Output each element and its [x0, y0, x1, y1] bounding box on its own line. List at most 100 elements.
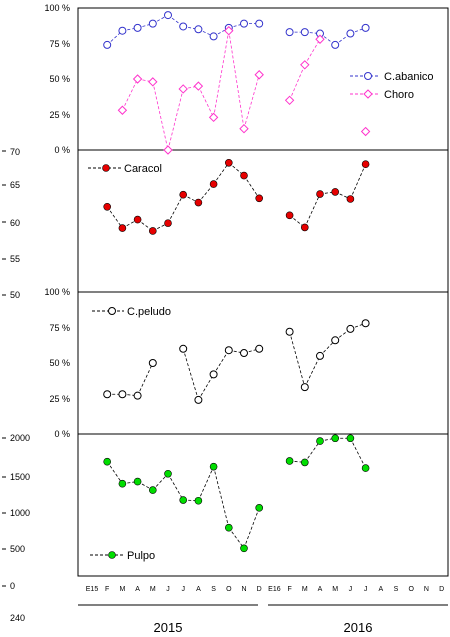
legend-marker-caracol [102, 164, 110, 172]
data-point-c-peludo [118, 390, 127, 399]
series-line-segment [213, 466, 230, 528]
series-line-segment [167, 473, 184, 501]
data-point-c-abanico [240, 19, 248, 28]
y-tick-label: 1000 [10, 508, 30, 518]
data-point-pulpo [164, 469, 172, 478]
x-tick-label: N [424, 586, 429, 593]
legend-marker-choro [363, 89, 373, 99]
legend-label-choro: Choro [384, 89, 414, 101]
year-label-2016: 2016 [344, 620, 373, 635]
series-c-peludo [103, 319, 370, 404]
series-pulpo [103, 434, 370, 553]
data-point-c-peludo [209, 370, 218, 379]
series-line-segment [198, 466, 214, 501]
y-tick-label: 240 [10, 613, 25, 623]
series-line-segment [213, 162, 230, 185]
series-layer [103, 11, 371, 553]
data-point-c-peludo [300, 383, 309, 392]
series-line-segment [137, 362, 154, 396]
x-tick-label: J [166, 586, 170, 593]
data-point-c-peludo [224, 346, 233, 355]
legend-caracol: Caracol [88, 163, 162, 175]
data-point-c-peludo [316, 351, 324, 360]
series-line-segment [350, 438, 366, 469]
data-point-c-abanico [209, 32, 218, 41]
data-point-caracol [118, 224, 127, 232]
legend-label-cabanico: C.abanico [384, 71, 434, 83]
x-tick-label: M [119, 586, 125, 593]
data-point-pulpo [285, 457, 294, 465]
x-tick-label: S [394, 586, 399, 593]
y-ticks-caracol: 70 65 60 55 50 [10, 147, 20, 300]
y-tick-label: 25 % [49, 394, 70, 404]
series-line-segment [213, 30, 230, 118]
data-point-pulpo [300, 458, 309, 467]
series-line-segment [289, 64, 306, 101]
data-point-c-peludo [331, 336, 340, 345]
data-point-caracol [255, 194, 264, 203]
legend-marker-pulpo [108, 551, 116, 559]
y-ticks-top: 100 % 75 % 50 % 25 % 0 % [44, 3, 70, 155]
series-line-segment [243, 507, 260, 549]
data-point-c-abanico [346, 29, 355, 38]
x-tick-label: M [302, 586, 308, 593]
series-caracol [103, 158, 370, 235]
series-line-segment [304, 440, 321, 463]
data-point-choro [284, 95, 295, 106]
x-tick-label: O [408, 586, 414, 593]
data-point-caracol [209, 180, 218, 188]
year-label-2015: 2015 [154, 620, 183, 635]
data-point-choro [315, 34, 325, 44]
data-point-pulpo [194, 496, 203, 505]
y-tick-label: 25 % [49, 110, 70, 120]
data-point-pulpo [346, 434, 355, 443]
data-point-c-peludo [346, 324, 355, 333]
series-line-segment [106, 206, 123, 229]
data-point-caracol [225, 158, 233, 167]
series-line-segment [152, 473, 169, 491]
series-line-segment [213, 350, 230, 375]
data-point-c-peludo [255, 344, 264, 353]
data-point-choro [254, 70, 264, 80]
series-line-segment [198, 183, 214, 203]
data-point-caracol [316, 190, 324, 198]
series-line-segment [167, 194, 184, 224]
series-line-segment [289, 331, 306, 388]
data-point-c-peludo [103, 390, 112, 399]
x-tick-label: J [181, 586, 185, 593]
series-line-segment [198, 85, 214, 118]
data-point-c-peludo [148, 359, 157, 367]
x-tick-label: S [211, 586, 216, 593]
y-ticks-pulpo: 2000 1500 1000 500 0 240 [10, 433, 30, 623]
y-tick-label: 50 % [49, 358, 70, 368]
data-point-pulpo [255, 504, 264, 512]
series-line-segment [228, 527, 245, 549]
series-line-segment [243, 74, 260, 129]
x-tick-label: D [257, 586, 262, 593]
data-point-caracol [300, 223, 309, 232]
panel-pulpo-frame [77, 433, 449, 577]
data-point-caracol [240, 171, 248, 180]
y-tick-label: 75 % [49, 39, 70, 49]
data-point-choro [300, 60, 310, 70]
data-point-c-peludo [361, 319, 370, 328]
y-ticks-pulpo-dashes [2, 437, 6, 587]
x-tick-label: A [135, 586, 140, 593]
legend-label-peludo: C.peludo [127, 306, 171, 318]
series-line-segment [182, 348, 199, 401]
series-line-segment [198, 374, 214, 401]
data-point-caracol [179, 190, 187, 199]
y-tick-label: 70 [10, 147, 20, 157]
data-point-pulpo [179, 496, 187, 504]
data-point-c-abanico [300, 28, 309, 37]
x-tick-label: N [241, 586, 246, 593]
y-tick-label: 1500 [10, 472, 30, 482]
panel-frames [77, 7, 449, 577]
legend-peludo: C.peludo [92, 306, 171, 318]
series-line-segment [122, 78, 138, 111]
x-tick-label: A [318, 586, 323, 593]
series-line-segment [167, 88, 184, 151]
x-tick-label: M [332, 586, 338, 593]
data-point-choro [163, 145, 173, 155]
